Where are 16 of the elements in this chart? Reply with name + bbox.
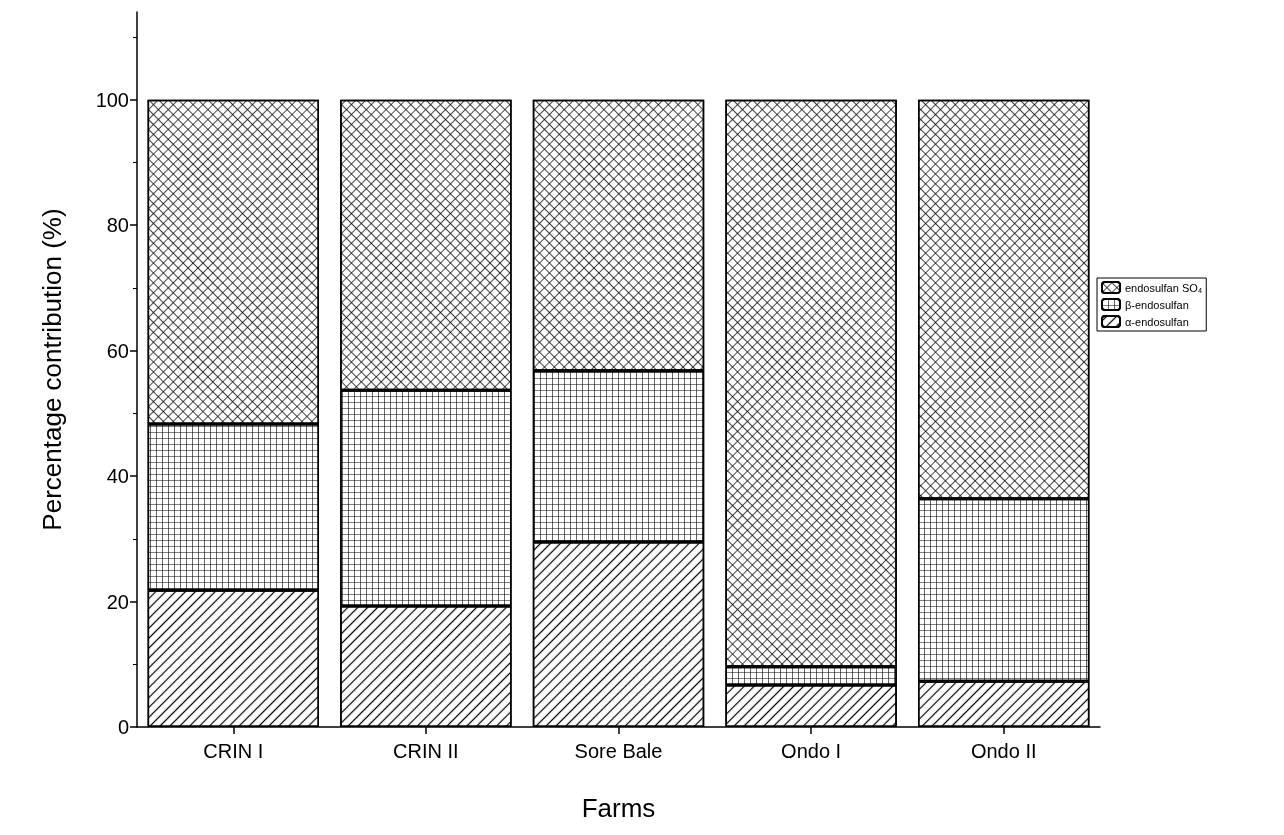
- legend-label: β-endosulfan: [1125, 298, 1189, 311]
- y-tick-label: 60: [106, 339, 129, 362]
- x-tick-label: Sore Bale: [574, 740, 663, 762]
- x-tick-label: Ondo II: [970, 740, 1037, 762]
- y-axis-title: Percentage contribution (%): [37, 208, 67, 531]
- y-tick-label: 100: [95, 88, 129, 111]
- legend-label: endosulfan SO₄: [1125, 281, 1203, 294]
- x-axis-title: Farms: [581, 793, 656, 823]
- y-tick-label: 20: [106, 590, 129, 613]
- x-tick-label: CRIN II: [393, 740, 459, 762]
- x-tick-label: Ondo I: [781, 740, 842, 762]
- y-tick-label: 80: [106, 214, 129, 237]
- y-tick-label: 0: [117, 716, 129, 738]
- x-tick-label: CRIN I: [203, 740, 264, 762]
- y-tick-label: 40: [106, 465, 129, 488]
- legend-label: α-endosulfan: [1125, 315, 1189, 328]
